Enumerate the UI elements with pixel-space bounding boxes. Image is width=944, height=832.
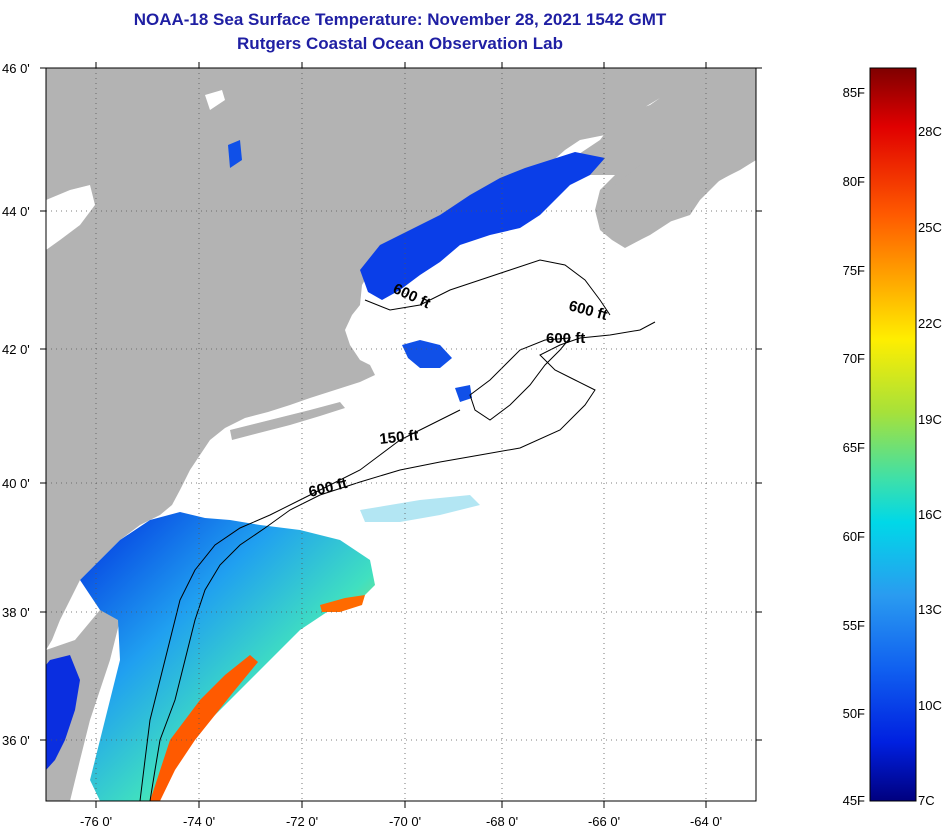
lat-tick-label: 44 0' [2,204,30,219]
colorbar-fahrenheit: 85F 80F 75F 70F 65F 60F 55F 50F 45F [843,85,865,808]
land-us-mainland [46,68,756,650]
sst-patch-small [455,385,472,402]
colorbar-c-label: 10C [918,698,942,713]
lon-tick-label: -68 0' [486,814,518,829]
lon-tick-label: -74 0' [183,814,215,829]
isobath-georges-bank [469,337,572,421]
lon-tick-label: -70 0' [389,814,421,829]
colorbar-f-label: 70F [843,351,865,366]
colorbar-celsius: 28C 25C 22C 19C 16C 13C 10C 7C [918,124,942,808]
colorbar: 85F 80F 75F 70F 65F 60F 55F 50F 45F 28C … [843,67,942,808]
sst-mid-atlantic [80,512,375,801]
colorbar-f-label: 80F [843,174,865,189]
sst-chesapeake [46,655,80,770]
lat-tick-label: 38 0' [2,605,30,620]
colorbar-c-label: 16C [918,507,942,522]
lon-tick-label: -72 0' [286,814,318,829]
isobath-600ft-shelf [149,321,656,801]
map-frame [45,67,757,802]
colorbar-f-label: 55F [843,618,865,633]
colorbar-c-label: 25C [918,220,942,235]
lon-tick-label: -66 0' [588,814,620,829]
isobath-label: 600 ft [546,330,585,347]
lon-tick-label: -64 0' [690,814,722,829]
colorbar-f-label: 45F [843,793,865,808]
colorbar-f-label: 60F [843,529,865,544]
sst-cool-filaments [360,495,480,522]
colorbar-c-label: 28C [918,124,942,139]
land-delmarva [46,590,120,801]
lat-tick-label: 46 0' [2,61,30,76]
colorbar-c-label: 13C [918,602,942,617]
map-subtitle: Rutgers Coastal Ocean Observation Lab [237,34,563,53]
lat-tick-label: 42 0' [2,342,30,357]
map-content: 600 ft 600 ft 600 ft 150 ft 600 ft [46,68,756,801]
map-title: NOAA-18 Sea Surface Temperature: Novembe… [133,10,667,29]
sst-gulf-of-maine [360,152,605,300]
sst-gulf-stream-warm [150,655,258,801]
longitude-labels: -76 0' -74 0' -72 0' -70 0' -68 0' -66 0… [80,814,722,829]
lat-tick-label: 40 0' [2,476,30,491]
colorbar-f-label: 65F [843,440,865,455]
land-long-island [230,402,345,440]
lat-tick-label: 36 0' [2,733,30,748]
lon-tick-label: -76 0' [80,814,112,829]
sst-cape-cod-bay [402,340,452,368]
isobath-label: 150 ft [379,427,420,448]
colorbar-f-label: 50F [843,706,865,721]
colorbar-gradient [869,67,917,802]
land-nova-scotia [600,110,756,245]
colorbar-f-label: 75F [843,263,865,278]
colorbar-c-label: 19C [918,412,942,427]
colorbar-f-label: 85F [843,85,865,100]
frame-ticks [40,62,762,808]
isobath-150ft [139,409,461,801]
isobath-gulf-of-maine [364,259,611,316]
latitude-labels: 46 0' 44 0' 42 0' 40 0' 38 0' 36 0' [2,61,30,748]
lake-champlain [46,185,95,250]
lake-small-1 [205,90,225,110]
colorbar-c-label: 7C [918,793,935,808]
sst-warm-eddy [320,595,365,612]
colorbar-c-label: 22C [918,316,942,331]
sst-patch-maine-inland [228,140,242,168]
grid-lines [46,68,756,801]
